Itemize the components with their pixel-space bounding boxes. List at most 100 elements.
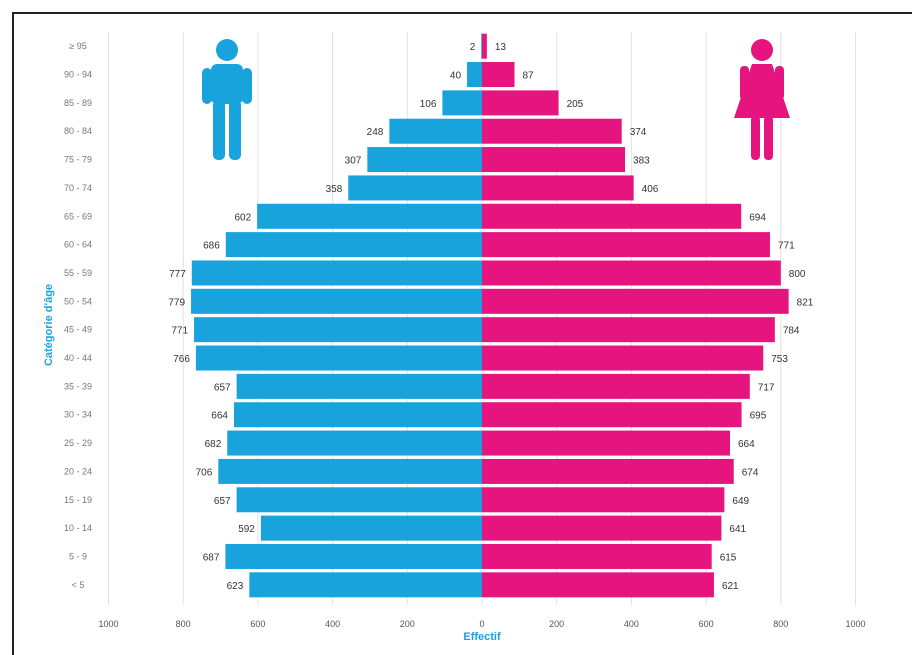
- category-label: 10 - 14: [64, 523, 92, 533]
- female-bar: [482, 118, 622, 144]
- male-value-label: 623: [227, 581, 244, 592]
- female-bar: [482, 175, 634, 201]
- female-value-label: 694: [749, 212, 766, 223]
- x-tick-label: 800: [176, 619, 191, 629]
- male-value-label: 779: [168, 297, 185, 308]
- female-value-label: 641: [729, 524, 746, 535]
- female-value-label: 374: [630, 127, 647, 138]
- x-tick-label: 0: [479, 619, 484, 629]
- male-value-label: 657: [214, 496, 231, 507]
- x-tick-label: 400: [624, 619, 639, 629]
- female-value-label: 383: [633, 156, 650, 167]
- x-tick-labels: 1000 800 600 400 200 0 200 400 600 800 1000: [98, 619, 865, 629]
- x-tick-label: 200: [549, 619, 564, 629]
- x-tick-label: 200: [400, 619, 415, 629]
- female-bar: [482, 62, 515, 88]
- bars: [191, 33, 789, 598]
- female-bar: [482, 345, 764, 371]
- female-value-label: 406: [642, 184, 659, 195]
- female-value-label: 717: [758, 382, 775, 393]
- male-value-label: 592: [238, 524, 255, 535]
- male-bar: [225, 232, 483, 258]
- male-bar: [225, 543, 482, 569]
- male-bar: [233, 402, 482, 428]
- male-value-label: 248: [367, 127, 384, 138]
- female-value-label: 800: [789, 269, 806, 280]
- male-value-label: 40: [450, 71, 462, 82]
- male-value-label: 766: [173, 354, 190, 365]
- category-label: < 5: [72, 580, 85, 590]
- female-value-label: 13: [495, 42, 507, 53]
- female-value-label: 674: [742, 467, 759, 478]
- female-bar: [482, 260, 781, 286]
- female-value-label: 753: [771, 354, 788, 365]
- male-bar: [442, 90, 482, 116]
- male-value-label: 686: [203, 241, 220, 252]
- category-label: 45 - 49: [64, 325, 92, 335]
- male-bar: [218, 458, 482, 484]
- category-label: 30 - 34: [64, 410, 92, 420]
- female-value-label: 664: [738, 439, 755, 450]
- female-value-label: 771: [778, 241, 795, 252]
- male-bar: [367, 147, 482, 173]
- chart-frame: [12, 12, 912, 655]
- male-bar: [249, 572, 482, 598]
- category-label: 70 - 74: [64, 183, 92, 193]
- female-bar: [482, 487, 725, 513]
- category-label: 60 - 64: [64, 240, 92, 250]
- x-tick-label: 800: [773, 619, 788, 629]
- male-value-label: 682: [205, 439, 222, 450]
- female-value-label: 821: [797, 297, 814, 308]
- male-bar: [260, 515, 482, 541]
- male-bar: [257, 203, 482, 229]
- male-value-label: 687: [203, 552, 220, 563]
- category-label: 80 - 84: [64, 126, 92, 136]
- female-bar: [482, 90, 559, 116]
- male-value-label: 2: [470, 42, 476, 53]
- female-bar: [482, 458, 734, 484]
- male-bar: [194, 317, 482, 343]
- y-axis-title: Catégorie d'âge: [43, 284, 55, 366]
- male-bar: [227, 430, 482, 456]
- female-bar: [482, 147, 626, 173]
- female-value-label: 695: [750, 411, 767, 422]
- category-label: 5 - 9: [69, 551, 87, 561]
- female-bar: [482, 572, 714, 598]
- category-label: 85 - 89: [64, 98, 92, 108]
- category-label: 15 - 19: [64, 495, 92, 505]
- x-tick-label: 600: [250, 619, 265, 629]
- category-labels: ≥ 95 90 - 94 85 - 89 80 - 84 75 - 79 70 - 74 6…: [64, 41, 92, 590]
- category-label: 75 - 79: [64, 155, 92, 165]
- category-label: 40 - 44: [64, 353, 92, 363]
- male-value-label: 777: [169, 269, 186, 280]
- male-bar: [389, 118, 482, 144]
- x-tick-label: 1000: [845, 619, 865, 629]
- x-tick-label: 600: [699, 619, 714, 629]
- female-bar: [482, 33, 487, 59]
- male-bar: [191, 288, 482, 314]
- male-figure-icon: [202, 39, 252, 160]
- male-bar: [195, 345, 483, 371]
- female-value-label: 615: [720, 552, 737, 563]
- male-value-label: 771: [171, 326, 188, 337]
- category-label: 65 - 69: [64, 211, 92, 221]
- x-tick-label: 1000: [98, 619, 118, 629]
- category-label: 35 - 39: [64, 381, 92, 391]
- male-value-label: 664: [211, 411, 228, 422]
- male-value-label: 657: [214, 382, 231, 393]
- category-label: 50 - 54: [64, 296, 92, 306]
- female-bar: [482, 430, 731, 456]
- female-value-label: 205: [567, 99, 584, 110]
- category-label: 25 - 29: [64, 438, 92, 448]
- male-bar: [236, 487, 482, 513]
- male-value-label: 307: [345, 156, 362, 167]
- female-bar: [482, 373, 750, 399]
- male-bar: [467, 62, 482, 88]
- male-value-label: 106: [420, 99, 437, 110]
- female-bar: [482, 515, 722, 541]
- category-label: 90 - 94: [64, 70, 92, 80]
- female-bar: [482, 543, 712, 569]
- male-value-label: 602: [234, 212, 251, 223]
- female-value-label: 621: [722, 581, 739, 592]
- male-value-label: 358: [326, 184, 343, 195]
